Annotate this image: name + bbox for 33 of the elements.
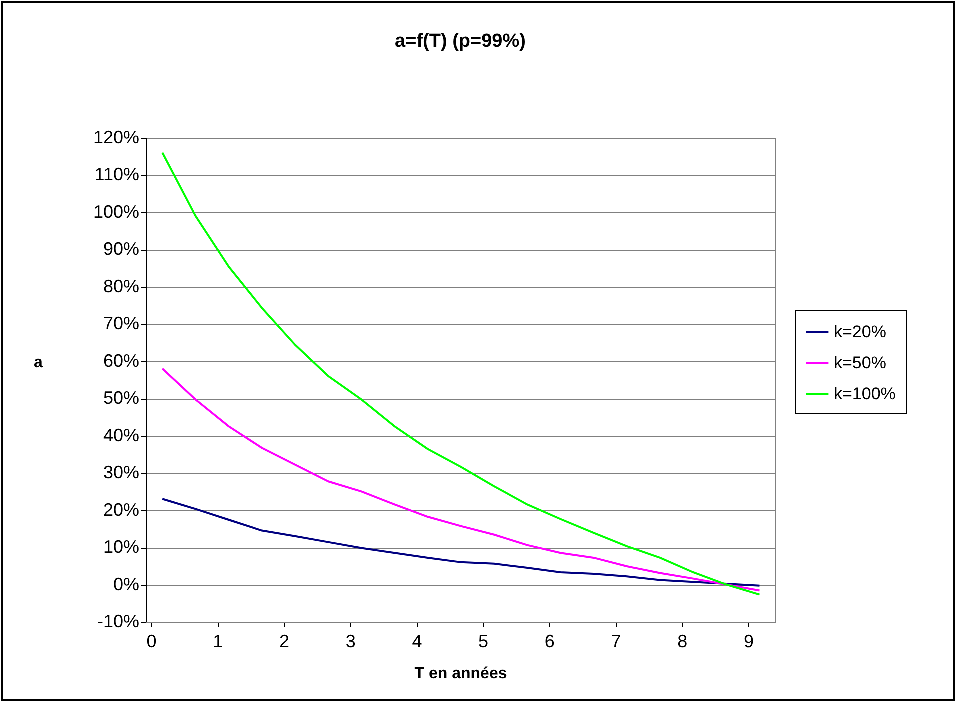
y-tick-label: 10%	[103, 537, 140, 558]
y-tick-label: 30%	[103, 462, 140, 483]
legend-label: k=100%	[834, 384, 896, 404]
y-tick-label: 100%	[93, 202, 140, 222]
x-tick-label: 1	[213, 632, 224, 652]
y-tick-label: 90%	[103, 239, 140, 260]
y-tick-label: 60%	[103, 350, 140, 371]
line-series	[162, 152, 761, 596]
legend-label: k=50%	[834, 354, 886, 372]
line-series	[162, 498, 761, 587]
y-axis-title: a	[34, 354, 44, 372]
y-tick-label: 70%	[103, 314, 140, 334]
x-tick-label: 0	[146, 632, 157, 652]
y-tick-label: 80%	[103, 276, 140, 296]
y-tick-label: 50%	[103, 388, 140, 408]
line-series	[162, 368, 761, 592]
x-tick-label: 7	[611, 632, 622, 652]
x-tick-label: 4	[412, 632, 422, 652]
legend-label: k=20%	[834, 322, 886, 342]
y-tick-label: 110%	[94, 164, 140, 185]
x-tick-label: 3	[346, 632, 356, 652]
x-tick-label: 2	[280, 632, 290, 652]
x-axis-title: T en années	[414, 666, 508, 682]
x-tick-label: 9	[744, 632, 754, 652]
y-tick-label: -10%	[97, 612, 140, 632]
y-tick-label: 0%	[113, 574, 140, 594]
x-tick-label: 6	[544, 632, 555, 652]
chart-title: a=f(T) (p=99%)	[395, 31, 526, 52]
x-tick-label: 5	[478, 632, 489, 652]
x-tick-label: 8	[678, 632, 688, 652]
y-tick-label: 120%	[93, 128, 140, 148]
y-tick-label: 40%	[103, 425, 140, 446]
y-tick-label: 20%	[103, 500, 140, 520]
